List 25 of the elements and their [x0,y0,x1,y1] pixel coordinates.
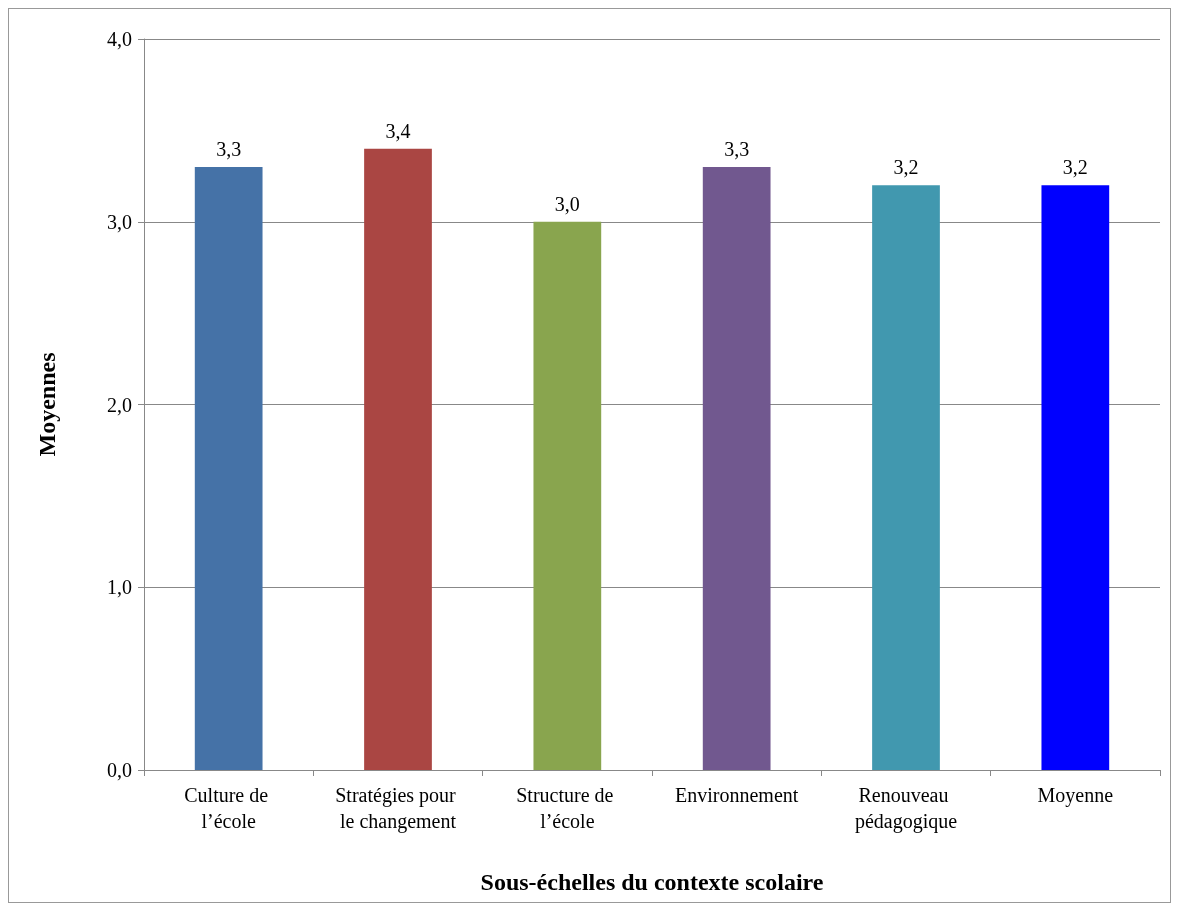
bar [1041,185,1110,770]
data-label: 3,3 [724,137,750,160]
bar [533,221,602,770]
y-tick-label: 4,0 [107,28,132,50]
data-label: 3,2 [893,156,919,179]
bar [702,166,771,770]
y-axis-title: Moyennes [34,352,60,457]
x-axis-title: Sous-échelles du contexte scolaire [480,869,824,895]
x-tick-label: Culture de l’école [184,784,274,832]
y-tick-label: 0,0 [107,759,132,781]
data-label: 3,4 [385,119,411,142]
bar [872,185,940,770]
x-tick-label: Structure de l’école [516,784,619,832]
data-label: 3,0 [554,192,580,215]
y-tick-label: 3,0 [107,210,132,233]
bar [364,148,432,770]
x-tick-label: Environnement [675,784,799,806]
y-tick-label: 1,0 [107,576,132,599]
bar [194,166,263,770]
x-tick-label: Stratégies pour le changement [335,784,461,833]
data-label: 3,2 [1062,156,1088,179]
y-tick-label: 2,0 [107,393,132,416]
x-tick-label: Renouveau pédagogique [854,784,958,833]
data-label: 3,3 [216,137,242,160]
x-tick-label: Moyenne [1037,784,1114,807]
